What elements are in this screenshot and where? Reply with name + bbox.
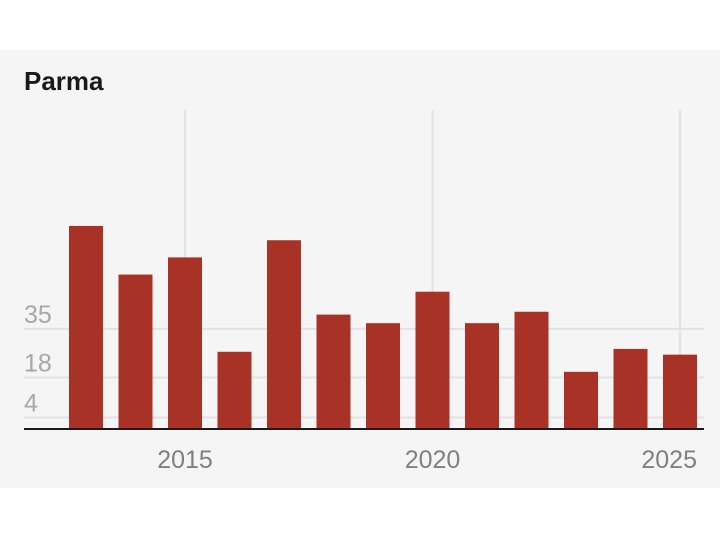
bar-2015 <box>168 257 202 429</box>
y-tick-labels: 4 18 35 <box>24 301 52 418</box>
bar-2023 <box>564 371 598 429</box>
bar-2018 <box>316 314 351 429</box>
y-tick-label: 35 <box>24 301 52 329</box>
bar-2017 <box>267 240 301 429</box>
x-tick-label: 2020 <box>405 446 461 474</box>
bar-2025 <box>663 354 697 429</box>
bar-2022 <box>514 311 549 429</box>
chart-title: Parma <box>24 66 104 96</box>
bar-2021 <box>465 323 499 429</box>
bar-2020 <box>415 291 450 429</box>
bar-2013 <box>69 225 103 429</box>
bars <box>69 225 697 429</box>
bar-2014 <box>118 274 153 429</box>
bar-2019 <box>366 323 400 429</box>
y-tick-label: 4 <box>24 390 38 418</box>
bar-2016 <box>217 351 252 429</box>
bar-2024 <box>613 348 648 429</box>
x-tick-label: 2015 <box>157 446 213 474</box>
x-tick-label: 2025 <box>641 446 697 474</box>
x-tick-labels: 2015 2020 2025 <box>157 446 697 474</box>
y-tick-label: 18 <box>24 350 52 378</box>
